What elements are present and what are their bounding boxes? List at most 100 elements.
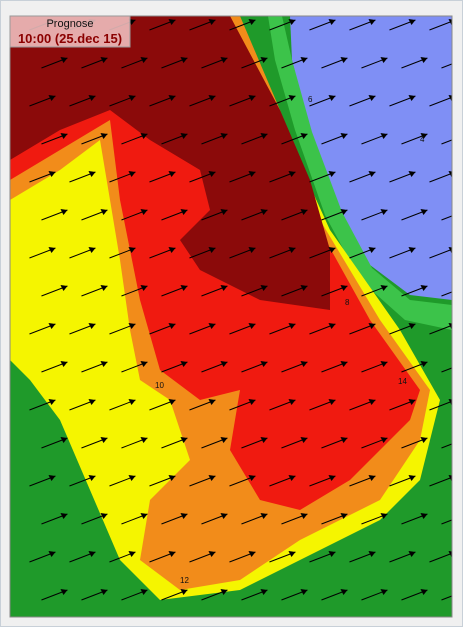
wind-arrow-head (340, 57, 348, 63)
wind-arrow-head (368, 323, 376, 329)
wind-arrow-head (300, 513, 308, 519)
wind-arrow-head (220, 285, 228, 291)
wind-arrow-head (420, 285, 428, 291)
wind-arrow-head (248, 323, 256, 329)
wind-arrow-head (168, 95, 176, 101)
wind-arrow-head (208, 247, 216, 253)
wind-arrow-head (48, 323, 56, 329)
wind-arrow-head (88, 247, 96, 253)
wind-arrow-head (128, 95, 136, 101)
wind-arrow-head (128, 399, 136, 405)
wind-arrow-head (208, 399, 216, 405)
wind-arrow-head (88, 475, 96, 481)
wind-arrow (441, 367, 452, 373)
wind-arrow-head (100, 589, 108, 595)
wind-arrow-head (328, 551, 336, 557)
wind-arrow-head (128, 247, 136, 253)
wind-arrow-head (100, 133, 108, 139)
wind-arrow-head (288, 171, 296, 177)
wind-arrow-head (420, 437, 428, 443)
wind-arrow-head (288, 399, 296, 405)
wind-arrow-head (328, 399, 336, 405)
wind-arrow (441, 519, 452, 525)
wind-arrow-head (300, 209, 308, 215)
wind-arrow-head (288, 247, 296, 253)
wind-arrow-head (300, 589, 308, 595)
wind-arrow-head (220, 437, 228, 443)
wind-arrow-head (180, 513, 188, 519)
wind-arrow-head (248, 399, 256, 405)
wind-arrow-head (168, 19, 176, 25)
wind-arrow (441, 139, 452, 145)
wind-arrow-head (180, 209, 188, 215)
wind-arrow-head (420, 589, 428, 595)
wind-arrow-head (48, 95, 56, 101)
wind-arrow-head (48, 399, 56, 405)
wind-arrow-head (408, 323, 416, 329)
wind-arrow-head (448, 171, 452, 177)
wind-arrow-head (260, 209, 268, 215)
wind-arrow-head (408, 171, 416, 177)
wind-arrow-head (408, 247, 416, 253)
wind-arrow-head (248, 95, 256, 101)
wind-arrow-head (60, 589, 68, 595)
wind-arrow-head (408, 551, 416, 557)
wind-arrow-head (60, 133, 68, 139)
wind-arrow-head (100, 361, 108, 367)
wind-arrow-head (140, 209, 148, 215)
wind-arrow-head (448, 19, 452, 25)
header-box (9, 15, 131, 48)
wind-arrow-head (380, 513, 388, 519)
wind-arrow-head (328, 247, 336, 253)
wind-arrow-head (208, 171, 216, 177)
map-border (9, 15, 453, 618)
wind-arrow-head (328, 171, 336, 177)
wind-arrow-head (168, 399, 176, 405)
wind-arrow-head (420, 209, 428, 215)
wind-arrow-head (248, 19, 256, 25)
wind-arrow-head (60, 285, 68, 291)
wind-arrow-head (408, 19, 416, 25)
wind-arrow-head (168, 323, 176, 329)
wind-arrow-head (60, 513, 68, 519)
contour-label: 6 (308, 95, 313, 104)
wind-arrow-head (140, 589, 148, 595)
wind-arrow-head (168, 475, 176, 481)
wind-arrow-head (60, 361, 68, 367)
wind-arrow-head (220, 209, 228, 215)
wind-arrow (441, 63, 452, 69)
wind-arrow-head (368, 475, 376, 481)
wind-arrow-head (340, 209, 348, 215)
wind-arrow-head (140, 57, 148, 63)
wind-arrow-head (260, 513, 268, 519)
wind-arrow-head (220, 133, 228, 139)
header-title: Prognose (46, 18, 93, 30)
wind-arrow-head (168, 171, 176, 177)
wind-arrow-head (380, 437, 388, 443)
wind-arrow-head (60, 57, 68, 63)
wind-arrow-head (248, 247, 256, 253)
wind-arrow-head (380, 361, 388, 367)
wind-arrow-head (140, 285, 148, 291)
wind-arrow-head (60, 209, 68, 215)
wind-arrow-head (420, 513, 428, 519)
wind-arrow-head (448, 247, 452, 253)
wind-arrow-head (300, 133, 308, 139)
wind-arrow (441, 215, 452, 221)
map-layers (10, 16, 452, 617)
wind-arrow-head (260, 589, 268, 595)
wind-arrow-head (128, 551, 136, 557)
wind-arrow-head (288, 475, 296, 481)
wind-arrow-head (380, 57, 388, 63)
wind-arrow-head (180, 133, 188, 139)
wind-arrow-head (300, 57, 308, 63)
wind-arrow-head (260, 57, 268, 63)
wind-arrow-head (408, 399, 416, 405)
wind-arrow-head (180, 361, 188, 367)
wind-arrow-head (328, 95, 336, 101)
wind-arrow-head (408, 95, 416, 101)
wind-arrow-head (180, 589, 188, 595)
wind-arrow-head (380, 589, 388, 595)
wind-arrow-head (88, 95, 96, 101)
